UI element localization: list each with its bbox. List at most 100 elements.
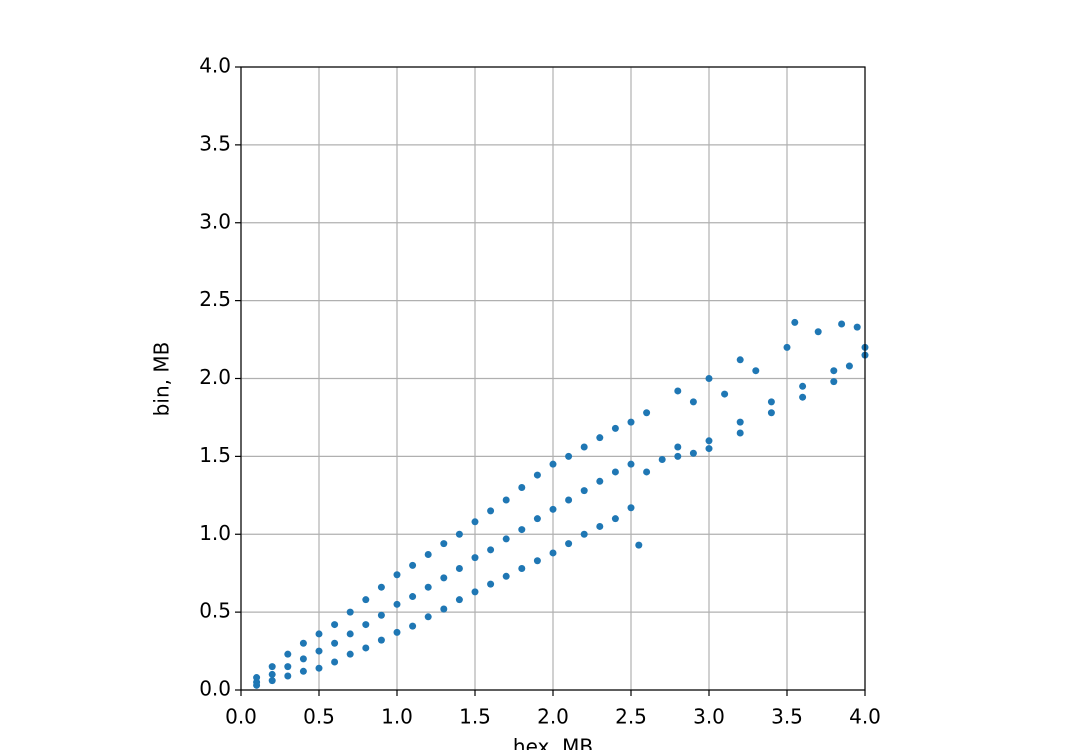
scatter-point: [580, 487, 588, 495]
scatter-point: [705, 445, 713, 453]
scatter-point: [580, 530, 588, 538]
y-tick-label: 1.5: [199, 443, 231, 467]
scatter-point: [736, 429, 744, 437]
scatter-point: [471, 554, 479, 562]
scatter-point: [299, 639, 307, 647]
scatter-point: [268, 677, 276, 685]
scatter-point: [284, 663, 292, 671]
scatter-point: [533, 557, 541, 565]
scatter-point: [455, 530, 463, 538]
scatter-point: [299, 667, 307, 675]
x-tick-label: 4.0: [849, 705, 881, 729]
scatter-point: [409, 561, 417, 569]
y-tick-label: 0.0: [199, 677, 231, 701]
scatter-point: [705, 375, 713, 382]
scatter-point: [643, 409, 651, 417]
scatter-point: [853, 323, 861, 331]
scatter-point: [518, 484, 526, 492]
scatter-point: [362, 644, 370, 652]
scatter-point: [736, 418, 744, 426]
scatter-point: [487, 546, 495, 554]
scatter-point: [674, 443, 682, 451]
scatter-point: [721, 390, 729, 398]
scatter-point: [767, 409, 775, 417]
scatter-point: [845, 362, 853, 370]
scatter-point: [362, 621, 370, 629]
scatter-point: [736, 356, 744, 364]
scatter-point: [674, 387, 682, 395]
scatter-point: [346, 608, 354, 616]
scatter-point: [689, 449, 697, 457]
scatter-point: [611, 515, 619, 523]
scatter-point: [346, 650, 354, 658]
scatter-point: [635, 541, 643, 549]
x-tick-label: 3.0: [693, 705, 725, 729]
scatter-point: [409, 593, 417, 601]
scatter-point: [611, 468, 619, 476]
scatter-point: [299, 655, 307, 663]
scatter-point: [502, 535, 510, 543]
scatter-point: [315, 664, 323, 672]
scatter-point: [705, 437, 713, 445]
scatter-point: [377, 636, 385, 644]
scatter-point: [627, 460, 635, 468]
scatter-point: [580, 443, 588, 451]
scatter-point: [409, 622, 417, 630]
scatter-point: [393, 628, 401, 636]
scatter-point: [565, 540, 573, 548]
scatter-point: [377, 583, 385, 591]
y-tick-label: 2.5: [199, 287, 231, 311]
scatter-point: [799, 393, 807, 401]
scatter-point: [424, 613, 432, 621]
scatter-point: [643, 468, 651, 476]
scatter-point: [611, 424, 619, 432]
scatter-point: [268, 670, 276, 678]
scatter-point: [331, 621, 339, 629]
x-tick-label: 2.0: [537, 705, 569, 729]
scatter-point: [315, 647, 323, 655]
scatter-point: [838, 320, 846, 328]
scatter-point: [440, 540, 448, 548]
scatter-point: [471, 588, 479, 596]
scatter-point: [393, 571, 401, 579]
scatter-point: [331, 658, 339, 666]
scatter-point: [549, 549, 557, 557]
x-tick-label: 0.0: [225, 705, 257, 729]
y-tick-label: 3.5: [199, 131, 231, 155]
scatter-point: [830, 367, 838, 375]
scatter-point: [455, 596, 463, 604]
x-tick-label: 3.5: [771, 705, 803, 729]
scatter-point: [440, 605, 448, 613]
scatter-point: [518, 526, 526, 534]
scatter-point: [331, 639, 339, 647]
scatter-point: [565, 496, 573, 504]
scatter-point: [596, 477, 604, 485]
scatter-point: [487, 580, 495, 588]
y-axis-label: bin, MB: [150, 342, 174, 417]
scatter-point: [502, 496, 510, 504]
scatter-point: [346, 630, 354, 638]
scatter-point: [596, 522, 604, 530]
scatter-point: [791, 318, 799, 326]
y-tick-label: 2.0: [199, 365, 231, 389]
scatter-point: [767, 398, 775, 406]
scatter-point: [533, 471, 541, 479]
scatter-point: [268, 663, 276, 671]
y-tick-label: 1.0: [199, 521, 231, 545]
scatter-point: [424, 583, 432, 591]
scatter-point: [253, 674, 261, 682]
scatter-point: [565, 452, 573, 460]
x-tick-label: 1.5: [459, 705, 491, 729]
scatter-point: [674, 452, 682, 460]
scatter-point: [315, 630, 323, 638]
scatter-point: [284, 650, 292, 658]
scatter-point: [502, 572, 510, 580]
scatter-point: [377, 611, 385, 619]
scatter-point: [518, 565, 526, 573]
x-tick-label: 2.5: [615, 705, 647, 729]
scatter-point: [440, 574, 448, 582]
scatter-point: [658, 455, 666, 463]
scatter-point: [596, 434, 604, 442]
scatter-point: [424, 550, 432, 558]
scatter-point: [393, 600, 401, 608]
